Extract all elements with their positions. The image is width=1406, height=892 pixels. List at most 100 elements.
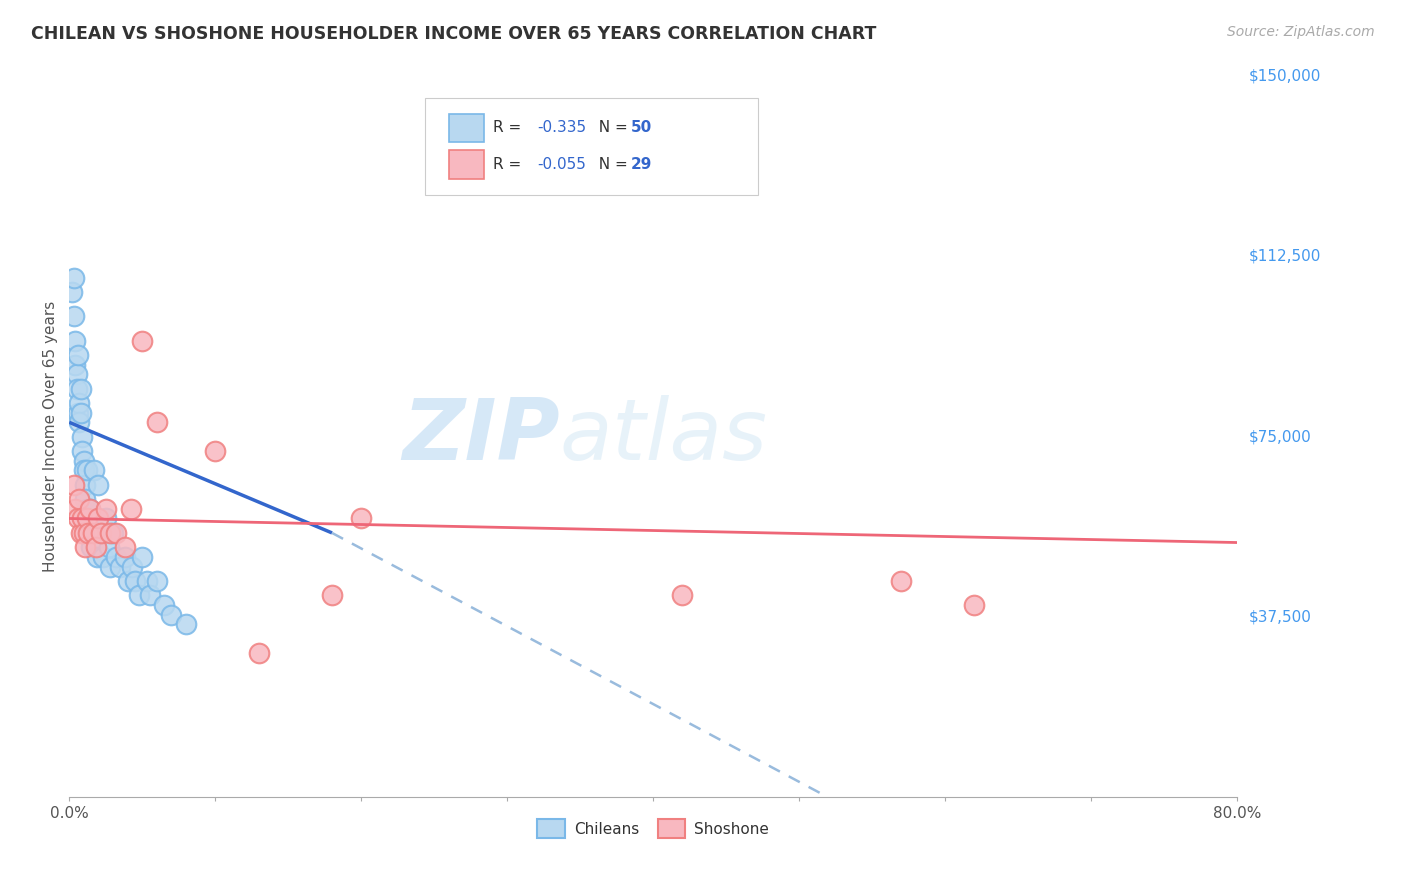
- Point: [160, 607, 183, 622]
- Text: -0.055: -0.055: [537, 157, 586, 172]
- Text: ZIP: ZIP: [402, 395, 560, 478]
- Point: [83, 463, 105, 477]
- Point: [66, 406, 89, 420]
- Point: [73, 463, 96, 477]
- Text: $150,000: $150,000: [1249, 69, 1320, 84]
- Point: [98, 559, 121, 574]
- Point: [104, 549, 127, 564]
- Point: [84, 541, 107, 555]
- Text: Source: ZipAtlas.com: Source: ZipAtlas.com: [1227, 25, 1375, 39]
- Text: N =: N =: [589, 157, 633, 172]
- FancyBboxPatch shape: [449, 113, 484, 143]
- Point: [82, 525, 104, 540]
- Point: [66, 511, 89, 525]
- Point: [70, 406, 93, 420]
- Point: [76, 511, 98, 525]
- Point: [94, 511, 117, 525]
- Point: [73, 525, 96, 540]
- Point: [114, 541, 136, 555]
- Point: [80, 541, 103, 555]
- Point: [77, 525, 100, 540]
- Point: [69, 396, 91, 410]
- Point: [76, 463, 98, 477]
- Text: R =: R =: [494, 157, 526, 172]
- Point: [124, 574, 146, 588]
- Point: [114, 549, 136, 564]
- Point: [63, 501, 86, 516]
- Point: [90, 525, 112, 540]
- Point: [79, 501, 101, 516]
- Point: [121, 559, 143, 574]
- Point: [146, 415, 169, 429]
- Text: $75,000: $75,000: [1249, 429, 1310, 444]
- Point: [120, 501, 142, 516]
- Text: CHILEAN VS SHOSHONE HOUSEHOLDER INCOME OVER 65 YEARS CORRELATION CHART: CHILEAN VS SHOSHONE HOUSEHOLDER INCOME O…: [31, 25, 876, 43]
- Point: [117, 574, 139, 588]
- Point: [101, 525, 124, 540]
- Point: [321, 589, 343, 603]
- Point: [69, 415, 91, 429]
- Text: atlas: atlas: [560, 395, 768, 478]
- Point: [77, 525, 100, 540]
- Point: [128, 589, 150, 603]
- Point: [146, 574, 169, 588]
- Point: [73, 454, 96, 468]
- Point: [135, 574, 157, 588]
- Point: [62, 310, 84, 324]
- Point: [62, 478, 84, 492]
- Point: [87, 511, 110, 525]
- Point: [70, 382, 93, 396]
- Point: [350, 511, 373, 525]
- Point: [98, 525, 121, 540]
- Point: [70, 525, 93, 540]
- Point: [131, 334, 153, 348]
- Point: [72, 444, 94, 458]
- Point: [97, 541, 120, 555]
- Point: [77, 511, 100, 525]
- Point: [86, 549, 108, 564]
- FancyBboxPatch shape: [449, 151, 484, 179]
- Point: [76, 501, 98, 516]
- Point: [72, 511, 94, 525]
- Point: [94, 501, 117, 516]
- Text: $112,500: $112,500: [1249, 249, 1320, 264]
- Text: $37,500: $37,500: [1249, 609, 1312, 624]
- Point: [963, 598, 986, 612]
- Point: [75, 541, 97, 555]
- Point: [110, 559, 132, 574]
- Text: -0.335: -0.335: [537, 120, 586, 136]
- Point: [90, 525, 112, 540]
- Text: N =: N =: [589, 120, 633, 136]
- Point: [131, 549, 153, 564]
- Point: [63, 358, 86, 372]
- Point: [79, 501, 101, 516]
- Point: [91, 549, 114, 564]
- Text: 50: 50: [631, 120, 652, 136]
- Point: [63, 334, 86, 348]
- Point: [75, 492, 97, 507]
- Point: [65, 382, 87, 396]
- Point: [890, 574, 912, 588]
- Point: [671, 589, 693, 603]
- Text: R =: R =: [494, 120, 526, 136]
- Point: [72, 430, 94, 444]
- Point: [84, 541, 107, 555]
- Point: [82, 525, 104, 540]
- Point: [75, 478, 97, 492]
- Point: [153, 598, 176, 612]
- Point: [104, 525, 127, 540]
- Point: [66, 348, 89, 362]
- Point: [87, 478, 110, 492]
- Y-axis label: Householder Income Over 65 years: Householder Income Over 65 years: [44, 301, 58, 573]
- Point: [204, 444, 226, 458]
- Point: [60, 285, 83, 300]
- Point: [138, 589, 160, 603]
- Point: [69, 492, 91, 507]
- FancyBboxPatch shape: [426, 97, 758, 195]
- Legend: Chileans, Shoshone: Chileans, Shoshone: [531, 813, 775, 844]
- Point: [62, 271, 84, 285]
- Point: [65, 368, 87, 382]
- Point: [174, 617, 197, 632]
- Text: 29: 29: [631, 157, 652, 172]
- Point: [247, 646, 270, 660]
